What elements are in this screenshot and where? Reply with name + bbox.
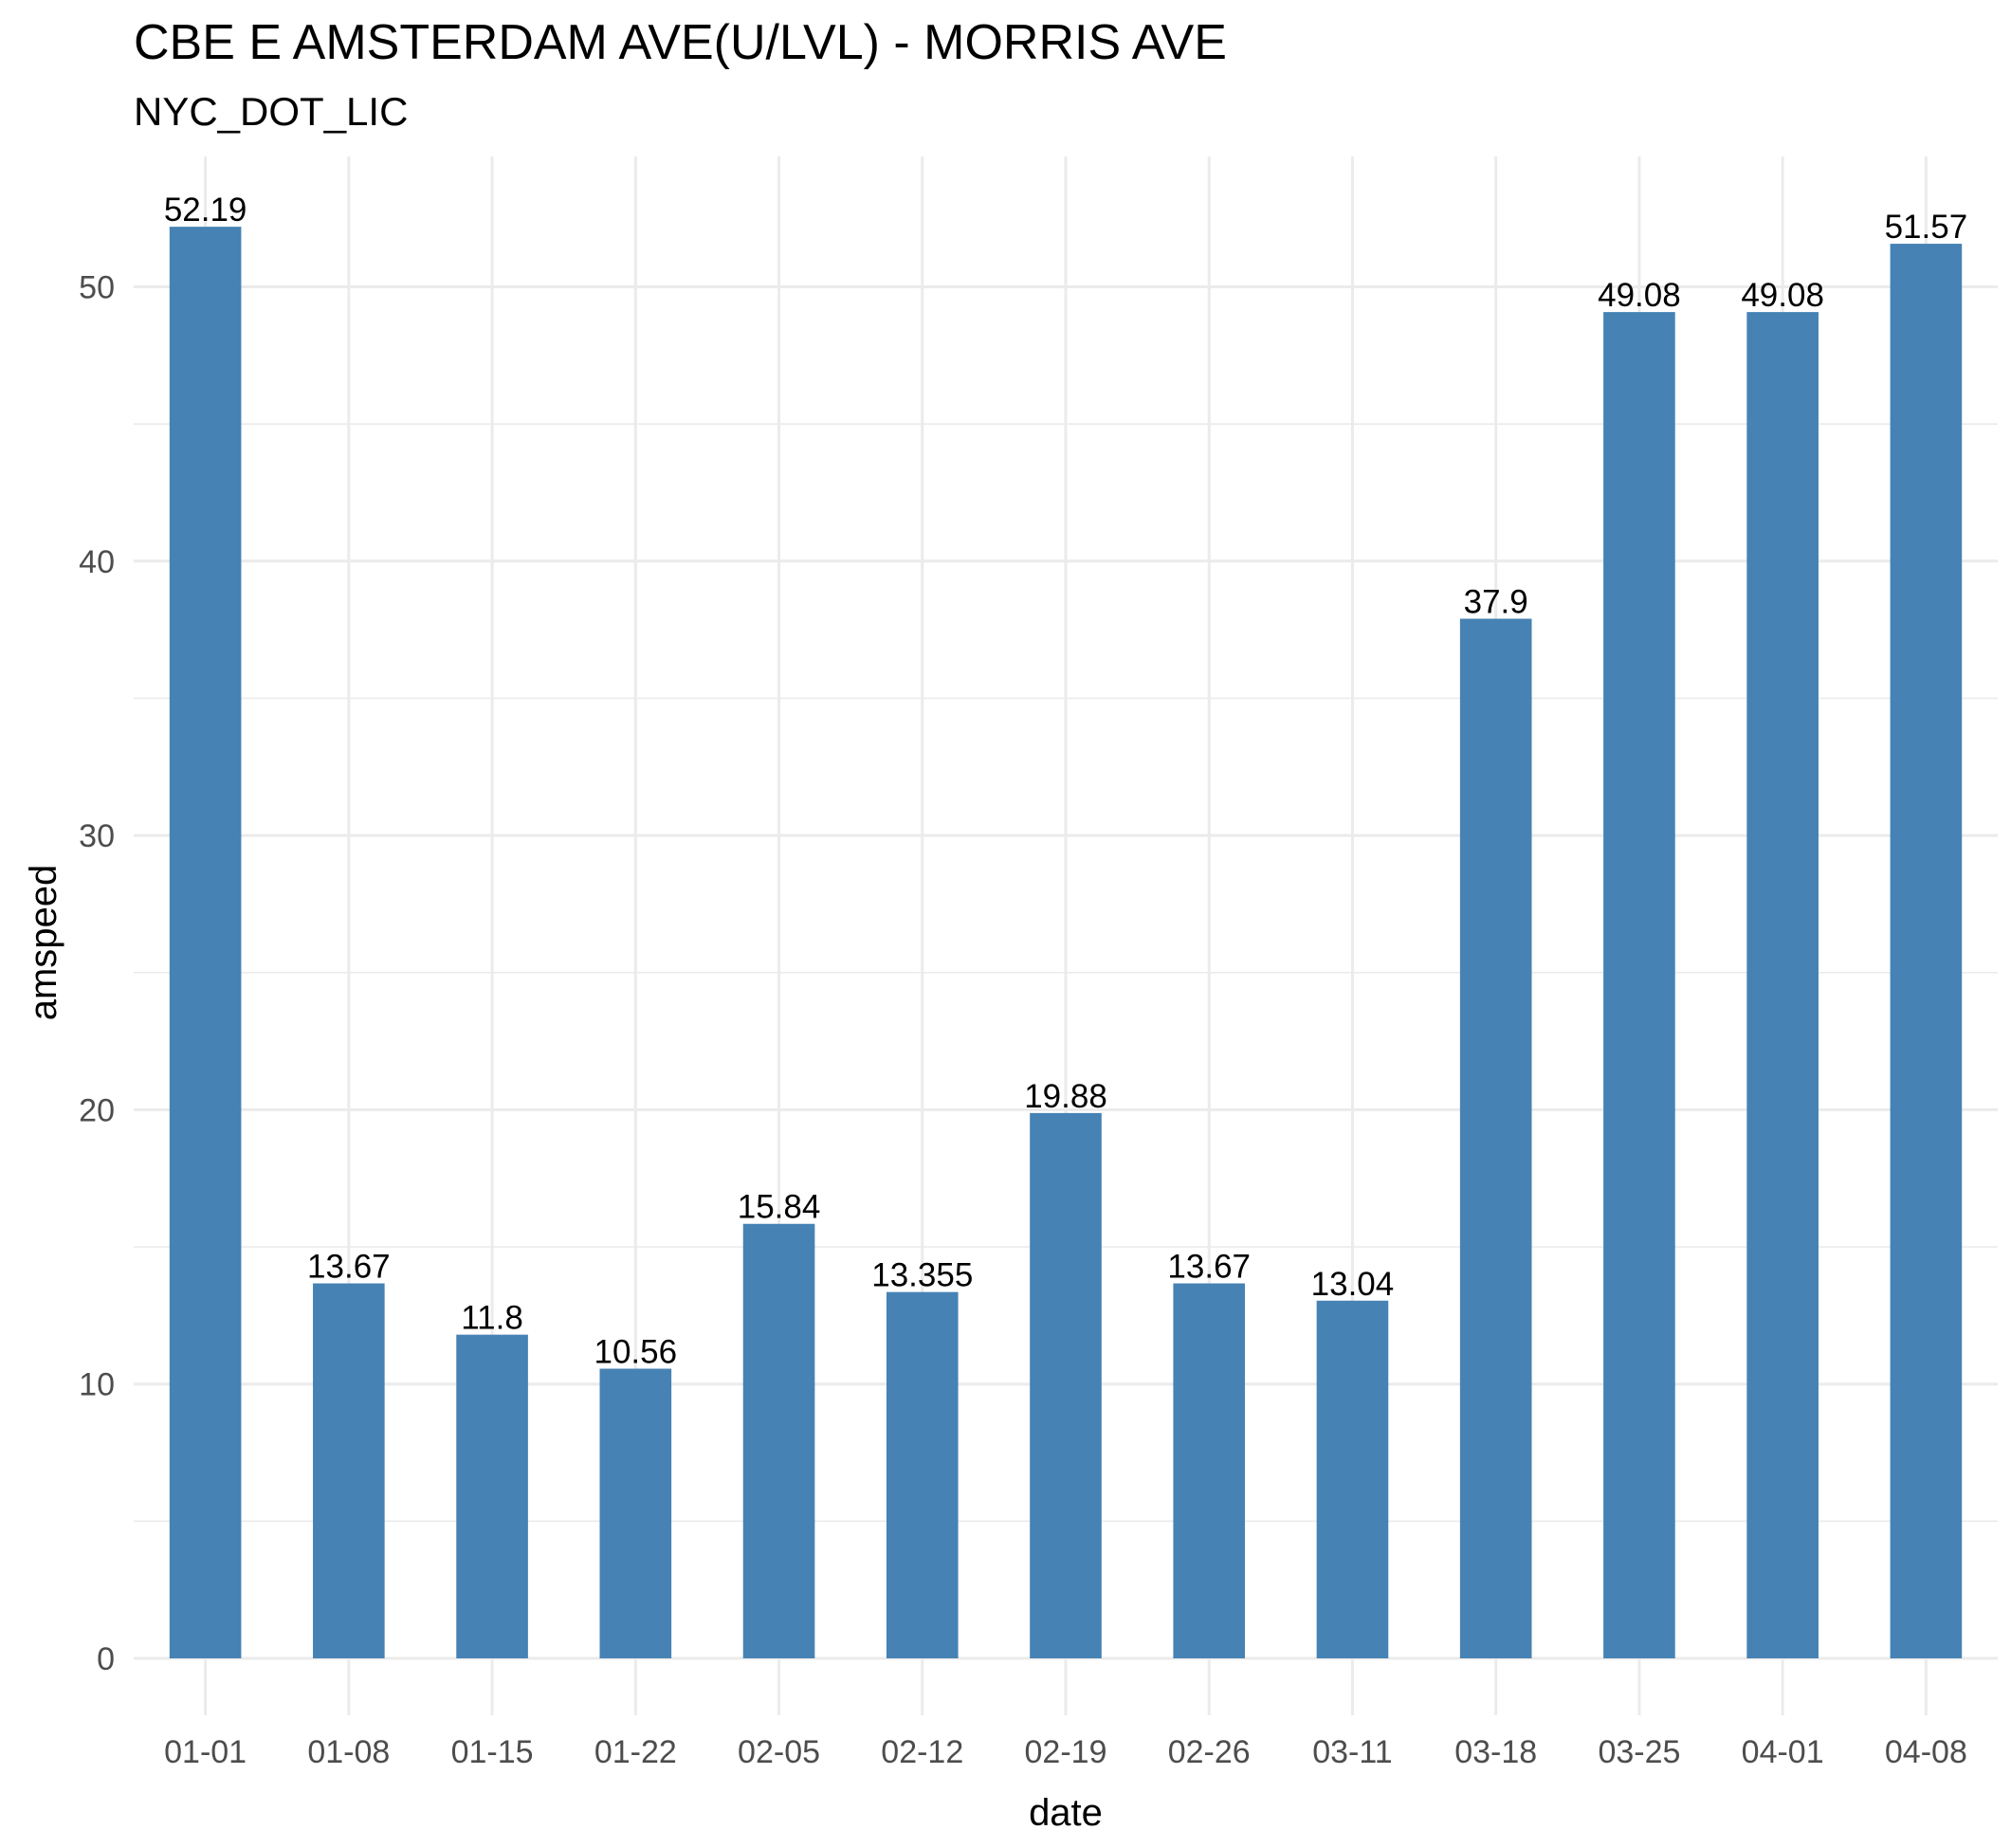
value-label: 13.67 <box>307 1249 391 1286</box>
x-tick-label: 03-11 <box>1312 1734 1392 1770</box>
bar-02-19 <box>1030 1112 1102 1658</box>
x-tick-label: 01-15 <box>451 1734 534 1770</box>
bar-04-08 <box>1890 244 1963 1659</box>
value-label: 49.08 <box>1598 277 1681 314</box>
x-tick-label: 02-12 <box>881 1734 963 1770</box>
value-label: 11.8 <box>461 1300 523 1337</box>
x-tick-label: 01-22 <box>594 1734 677 1770</box>
x-tick-label: 03-25 <box>1598 1734 1680 1770</box>
bar-01-01 <box>169 227 242 1658</box>
value-labels: 52.19 13.67 11.8 10.56 15.84 13.355 19.88 13.67… <box>164 192 1967 1370</box>
y-axis-title: amspeed <box>23 865 64 1021</box>
bar-03-18 <box>1459 618 1532 1658</box>
y-tick-label: 10 <box>79 1367 115 1403</box>
y-tick-label: 40 <box>79 544 115 580</box>
bar-02-26 <box>1173 1283 1246 1658</box>
value-label: 15.84 <box>738 1189 821 1226</box>
value-label: 10.56 <box>594 1333 678 1370</box>
x-tick-label: 01-01 <box>164 1734 247 1770</box>
bar-01-08 <box>313 1283 385 1658</box>
x-axis-ticks: 01-01 01-08 01-15 01-22 02-05 02-12 02-19 02-26… <box>164 1734 1967 1770</box>
y-tick-label: 50 <box>79 270 115 306</box>
value-label: 52.19 <box>164 192 247 229</box>
value-label: 51.57 <box>1885 209 1968 246</box>
chart-subtitle: NYC_DOT_LIC <box>134 89 408 134</box>
bars <box>169 227 1963 1659</box>
x-tick-label: 02-19 <box>1025 1734 1107 1770</box>
x-tick-label: 02-05 <box>738 1734 820 1770</box>
value-label: 49.08 <box>1741 277 1824 314</box>
bar-04-01 <box>1746 312 1819 1658</box>
x-tick-label: 04-01 <box>1742 1734 1824 1770</box>
x-tick-label: 04-08 <box>1885 1734 1967 1770</box>
value-label: 13.355 <box>871 1257 973 1294</box>
bar-03-11 <box>1316 1300 1389 1658</box>
y-tick-label: 0 <box>97 1641 115 1677</box>
y-axis-ticks: 0 10 20 30 40 50 <box>79 270 115 1678</box>
bar-01-22 <box>599 1368 672 1658</box>
y-tick-label: 20 <box>79 1092 115 1128</box>
x-tick-label: 01-08 <box>307 1734 390 1770</box>
x-tick-label: 02-26 <box>1168 1734 1251 1770</box>
bar-03-25 <box>1603 312 1675 1658</box>
value-label: 13.67 <box>1167 1249 1251 1286</box>
value-label: 13.04 <box>1311 1266 1395 1303</box>
bar-01-15 <box>456 1334 528 1658</box>
bar-02-05 <box>742 1223 815 1658</box>
x-tick-label: 03-18 <box>1454 1734 1537 1770</box>
value-label: 37.9 <box>1464 584 1528 621</box>
x-axis-title: date <box>1029 1792 1103 1834</box>
y-tick-label: 30 <box>79 818 115 854</box>
bar-02-12 <box>886 1291 959 1658</box>
value-label: 19.88 <box>1024 1078 1107 1115</box>
chart-title: CBE E AMSTERDAM AVE(U/LVL) - MORRIS AVE <box>134 15 1227 70</box>
